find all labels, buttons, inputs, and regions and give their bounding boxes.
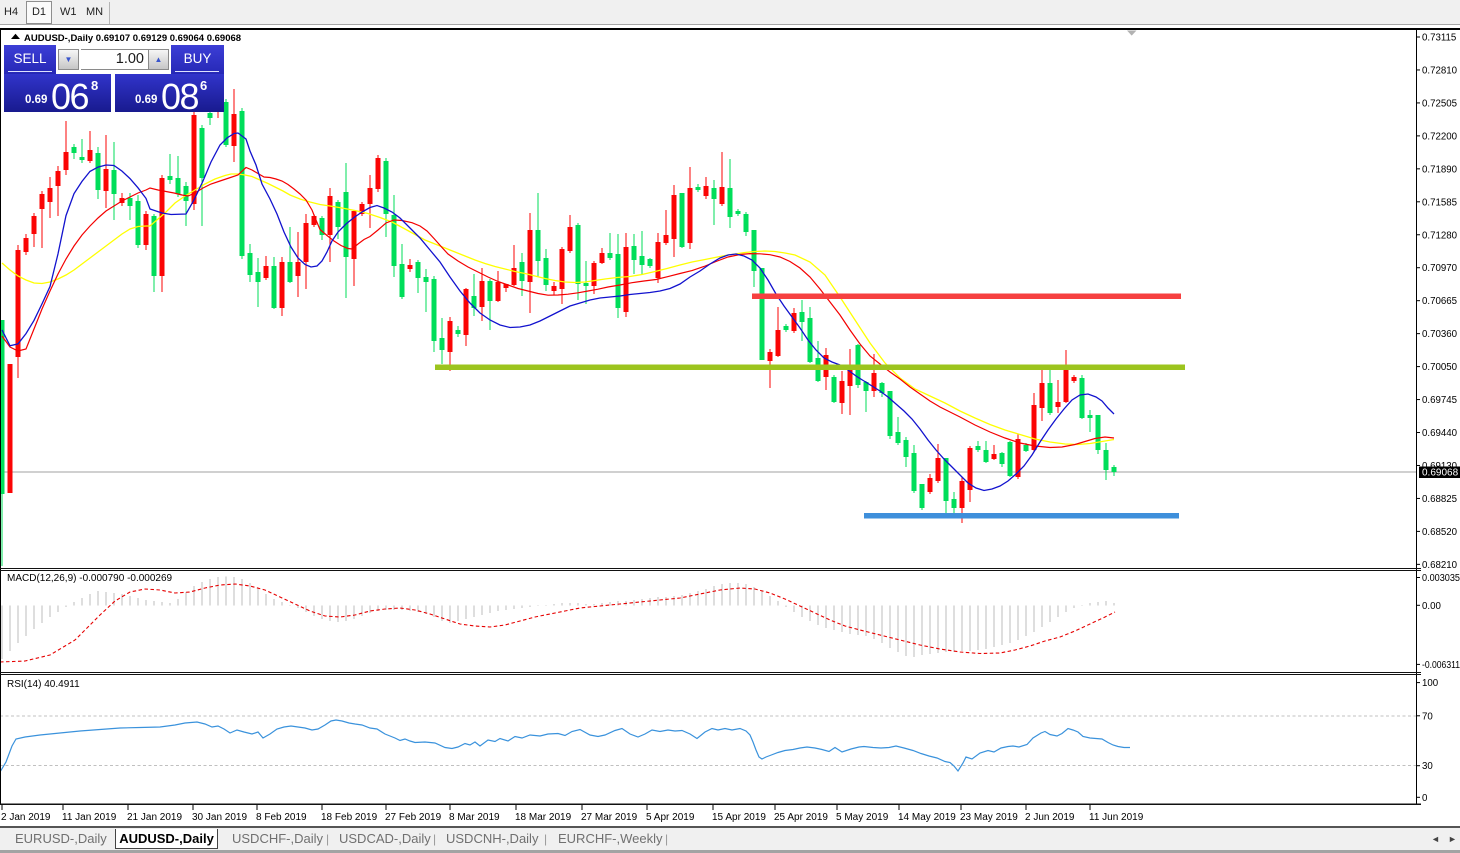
svg-text:0.70360: 0.70360 (1422, 329, 1458, 340)
svg-text:0.70970: 0.70970 (1422, 263, 1458, 274)
svg-text:0: 0 (1422, 793, 1428, 804)
svg-text:RSI(14) 40.4911: RSI(14) 40.4911 (7, 679, 80, 690)
svg-text:0.69130: 0.69130 (1422, 461, 1458, 472)
svg-text:23 May 2019: 23 May 2019 (960, 812, 1018, 823)
svg-text:0.71585: 0.71585 (1422, 197, 1457, 208)
svg-text:8 Feb 2019: 8 Feb 2019 (256, 812, 307, 823)
svg-text:0.71280: 0.71280 (1422, 230, 1458, 241)
svg-text:8 Mar 2019: 8 Mar 2019 (449, 812, 500, 823)
svg-text:0.003035: 0.003035 (1422, 573, 1460, 584)
svg-text:0.69745: 0.69745 (1422, 395, 1457, 406)
svg-text:-0.006311: -0.006311 (1422, 660, 1460, 671)
svg-text:0.70050: 0.70050 (1422, 362, 1458, 373)
svg-text:2 Jun 2019: 2 Jun 2019 (1025, 812, 1075, 823)
svg-text:MACD(12,26,9) -0.000790 -0.000: MACD(12,26,9) -0.000790 -0.000269 (7, 573, 173, 584)
svg-text:AUDUSD-,Daily 0.69107 0.69129: AUDUSD-,Daily 0.69107 0.69129 0.69064 0.… (24, 33, 241, 44)
svg-text:11 Jan 2019: 11 Jan 2019 (62, 812, 117, 823)
svg-text:0.00: 0.00 (1422, 601, 1441, 612)
svg-text:0.71890: 0.71890 (1422, 164, 1458, 175)
svg-text:11 Jun 2019: 11 Jun 2019 (1089, 812, 1144, 823)
svg-text:14 May 2019: 14 May 2019 (898, 812, 956, 823)
svg-text:0.72200: 0.72200 (1422, 131, 1458, 142)
svg-text:21 Jan 2019: 21 Jan 2019 (127, 812, 182, 823)
svg-text:100: 100 (1422, 678, 1439, 689)
svg-text:30 Jan 2019: 30 Jan 2019 (192, 812, 247, 823)
svg-text:27 Feb 2019: 27 Feb 2019 (385, 812, 442, 823)
svg-text:5 May 2019: 5 May 2019 (836, 812, 889, 823)
svg-text:0.72810: 0.72810 (1422, 65, 1458, 76)
svg-text:15 Apr 2019: 15 Apr 2019 (712, 812, 766, 823)
svg-text:2 Jan 2019: 2 Jan 2019 (1, 812, 51, 823)
svg-text:18 Mar 2019: 18 Mar 2019 (515, 812, 572, 823)
svg-text:27 Mar 2019: 27 Mar 2019 (581, 812, 638, 823)
svg-text:5 Apr 2019: 5 Apr 2019 (646, 812, 695, 823)
svg-text:25 Apr 2019: 25 Apr 2019 (774, 812, 828, 823)
svg-text:0.72505: 0.72505 (1422, 98, 1457, 109)
svg-text:0.68210: 0.68210 (1422, 560, 1458, 571)
svg-text:0.69440: 0.69440 (1422, 428, 1458, 439)
svg-text:30: 30 (1422, 761, 1433, 772)
svg-text:0.73115: 0.73115 (1422, 33, 1456, 44)
svg-text:0.69068: 0.69068 (1422, 468, 1459, 479)
svg-text:0.68520: 0.68520 (1422, 527, 1458, 538)
svg-text:0.68825: 0.68825 (1422, 494, 1457, 505)
svg-text:0.70665: 0.70665 (1422, 296, 1457, 307)
svg-text:18 Feb 2019: 18 Feb 2019 (321, 812, 378, 823)
svg-text:70: 70 (1422, 711, 1433, 722)
